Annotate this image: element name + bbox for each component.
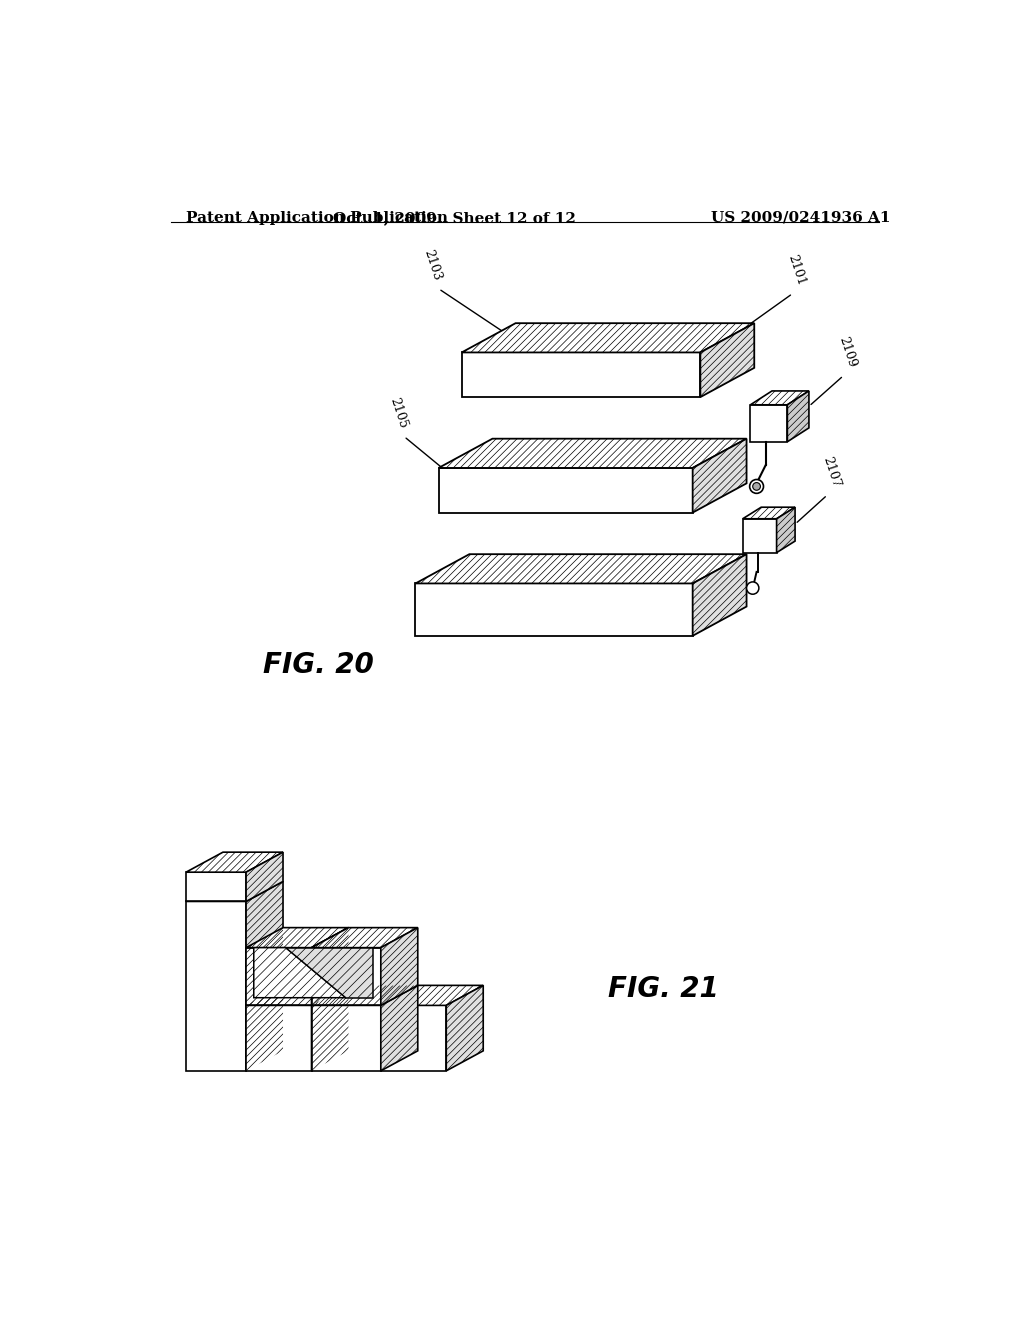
Text: 2101: 2101 [785, 253, 808, 288]
Circle shape [753, 483, 761, 490]
Polygon shape [787, 391, 809, 442]
Polygon shape [311, 928, 418, 948]
Polygon shape [186, 882, 283, 902]
Text: FIG. 21: FIG. 21 [608, 974, 719, 1003]
Polygon shape [776, 507, 795, 553]
Polygon shape [462, 323, 755, 352]
Polygon shape [186, 873, 246, 902]
Polygon shape [438, 438, 746, 469]
Polygon shape [186, 853, 283, 873]
Polygon shape [462, 352, 700, 397]
Polygon shape [186, 853, 283, 873]
Polygon shape [742, 507, 795, 519]
Polygon shape [246, 1006, 311, 1071]
Polygon shape [692, 554, 746, 636]
Polygon shape [381, 985, 418, 1071]
Polygon shape [311, 985, 418, 1006]
Circle shape [746, 582, 759, 594]
Polygon shape [416, 554, 746, 583]
Polygon shape [381, 985, 483, 1006]
Text: US 2009/0241936 A1: US 2009/0241936 A1 [711, 211, 890, 224]
Polygon shape [776, 507, 795, 553]
Polygon shape [246, 985, 348, 1006]
Polygon shape [246, 928, 348, 948]
Polygon shape [246, 948, 311, 1006]
Text: 2107: 2107 [820, 455, 843, 490]
Text: FIG. 20: FIG. 20 [263, 651, 374, 680]
Text: 2105: 2105 [387, 396, 410, 430]
Polygon shape [751, 391, 809, 405]
Text: Oct. 1, 2009   Sheet 12 of 12: Oct. 1, 2009 Sheet 12 of 12 [333, 211, 575, 224]
Polygon shape [246, 882, 283, 1071]
Polygon shape [286, 948, 373, 998]
Polygon shape [311, 1006, 381, 1071]
Polygon shape [186, 902, 246, 1071]
Polygon shape [446, 985, 483, 1071]
Polygon shape [246, 853, 283, 902]
Polygon shape [311, 928, 348, 1006]
Polygon shape [381, 928, 418, 1006]
Polygon shape [462, 323, 755, 352]
Polygon shape [311, 928, 418, 948]
Polygon shape [692, 438, 746, 512]
Polygon shape [416, 554, 746, 583]
Polygon shape [438, 469, 692, 512]
Polygon shape [186, 882, 283, 902]
Polygon shape [700, 323, 755, 397]
Polygon shape [381, 1006, 446, 1071]
Text: Patent Application Publication: Patent Application Publication [186, 211, 449, 224]
Polygon shape [438, 438, 746, 469]
Polygon shape [246, 853, 283, 902]
Polygon shape [311, 985, 348, 1071]
Polygon shape [311, 985, 418, 1006]
Polygon shape [751, 391, 809, 405]
Polygon shape [416, 583, 692, 636]
Polygon shape [311, 985, 348, 1071]
Polygon shape [692, 438, 746, 512]
Polygon shape [742, 519, 776, 553]
Text: 2103: 2103 [421, 248, 443, 282]
Polygon shape [787, 391, 809, 442]
Polygon shape [286, 948, 373, 998]
Polygon shape [311, 948, 381, 1006]
Polygon shape [246, 985, 348, 1006]
Circle shape [750, 479, 764, 494]
Polygon shape [381, 985, 483, 1006]
Polygon shape [381, 928, 418, 1006]
Polygon shape [254, 948, 346, 998]
Polygon shape [742, 507, 795, 519]
Polygon shape [692, 554, 746, 636]
Polygon shape [254, 948, 346, 998]
Polygon shape [751, 405, 787, 442]
Text: 2109: 2109 [837, 335, 858, 370]
Polygon shape [311, 928, 348, 1006]
Polygon shape [381, 985, 418, 1071]
Polygon shape [246, 882, 283, 1071]
Polygon shape [700, 323, 755, 397]
Polygon shape [446, 985, 483, 1071]
Polygon shape [246, 928, 348, 948]
